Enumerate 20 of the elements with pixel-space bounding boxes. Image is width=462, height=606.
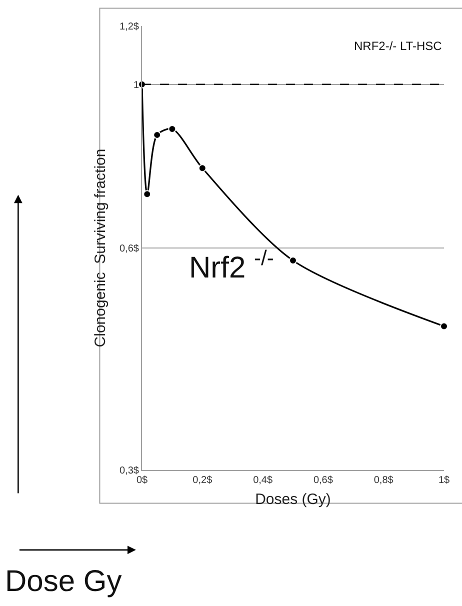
annotation: NRF2-/- LT-HSC xyxy=(354,39,442,53)
text: Dose Gy xyxy=(5,565,122,598)
x-tick-label: 0,6$ xyxy=(313,475,334,486)
x-axis-title: Doses (Gy) xyxy=(255,491,331,508)
point xyxy=(143,190,152,198)
point xyxy=(198,164,206,172)
x-tick-label: 0,4$ xyxy=(253,475,273,486)
y-tick-label: 1,2$ xyxy=(120,22,140,32)
y-tick-label: 0,3$ xyxy=(120,466,140,476)
y-axis-title: Clonogenic Surviving fraction xyxy=(92,148,109,348)
point xyxy=(153,130,162,139)
x-tick-label: 0,8$ xyxy=(374,475,394,486)
annotation: Nrf2 $^{-/-}$ xyxy=(189,247,274,285)
x-tick-label: 0$ xyxy=(136,475,148,486)
y-tick-label: 1 xyxy=(133,80,140,91)
x-tick-label: 1$ xyxy=(438,475,450,486)
y-tick-label: 0,6$ xyxy=(120,244,140,254)
point xyxy=(440,322,448,330)
x-tick-label: 0,2$ xyxy=(192,475,213,486)
point xyxy=(168,125,176,133)
